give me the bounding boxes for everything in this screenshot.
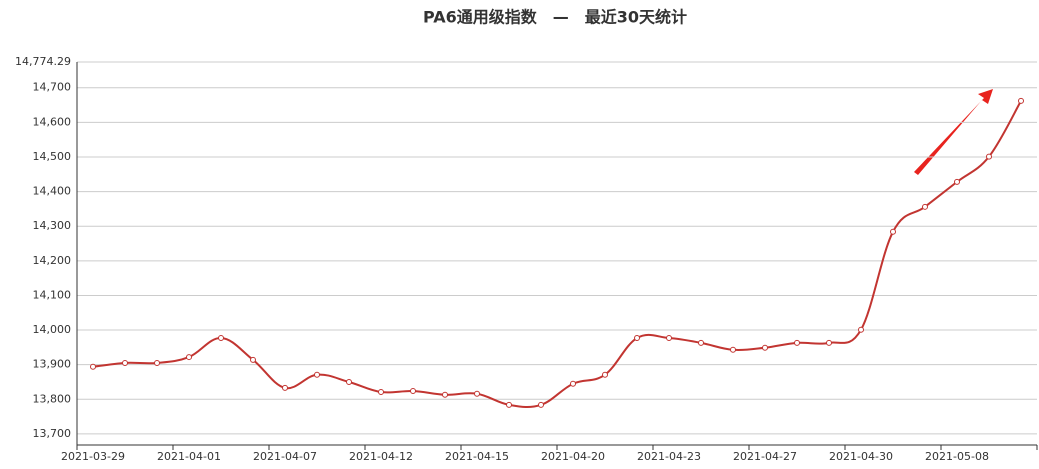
point <box>186 354 192 361</box>
y-tick-label: 14,300 <box>33 219 72 232</box>
point <box>1018 97 1024 104</box>
point <box>730 346 736 353</box>
point <box>410 387 416 394</box>
point <box>570 380 576 387</box>
point <box>762 344 768 351</box>
y-tick-label: 13,700 <box>33 427 72 440</box>
x-tick-label: 2021-03-29 <box>61 450 125 463</box>
x-tick-label: 2021-04-30 <box>829 450 893 463</box>
x-tick-label: 2021-04-27 <box>733 450 797 463</box>
point <box>250 356 256 363</box>
point <box>826 339 832 346</box>
point <box>890 228 896 235</box>
arrow-annotation <box>914 89 993 175</box>
point <box>538 401 544 408</box>
y-tick-label: 14,200 <box>33 254 72 267</box>
point <box>634 335 640 342</box>
y-tick-label: 14,600 <box>33 115 72 128</box>
x-tick-label: 2021-04-20 <box>541 450 605 463</box>
point <box>442 391 448 398</box>
point <box>922 203 928 210</box>
point <box>474 390 480 397</box>
point <box>954 178 960 185</box>
point <box>218 335 224 342</box>
x-tick-label: 2021-04-12 <box>349 450 413 463</box>
point <box>666 335 672 342</box>
x-tick-label: 2021-04-01 <box>157 450 221 463</box>
point <box>986 153 992 160</box>
line <box>92 100 1022 409</box>
x-tick-label: 2021-05-08 <box>925 450 989 463</box>
point <box>506 401 512 408</box>
point <box>90 363 96 370</box>
x-tick-label: 2021-04-15 <box>445 450 509 463</box>
y-tick-label: 14,500 <box>33 150 72 163</box>
point <box>794 339 800 346</box>
point <box>378 389 384 396</box>
point <box>858 326 864 333</box>
point <box>122 359 128 366</box>
point <box>346 378 352 385</box>
y-tick-label: 14,700 <box>33 81 72 94</box>
x-tick-label: 2021-04-07 <box>253 450 317 463</box>
y-tick-label: 14,400 <box>33 185 72 198</box>
y-tick-label: 14,100 <box>33 288 72 301</box>
y-tick-label: 14,774.29 <box>15 55 71 68</box>
x-tick-label: 2021-04-23 <box>637 450 701 463</box>
y-tick-label: 13,900 <box>33 358 72 371</box>
y-tick-label: 14,000 <box>33 323 72 336</box>
point <box>282 384 288 391</box>
point <box>314 371 320 378</box>
point <box>698 339 704 346</box>
point <box>154 359 160 366</box>
chart-title: PA6通用级指数 — 最近30天统计 <box>423 8 687 27</box>
y-tick-label: 13,800 <box>33 392 72 405</box>
point <box>602 371 608 378</box>
